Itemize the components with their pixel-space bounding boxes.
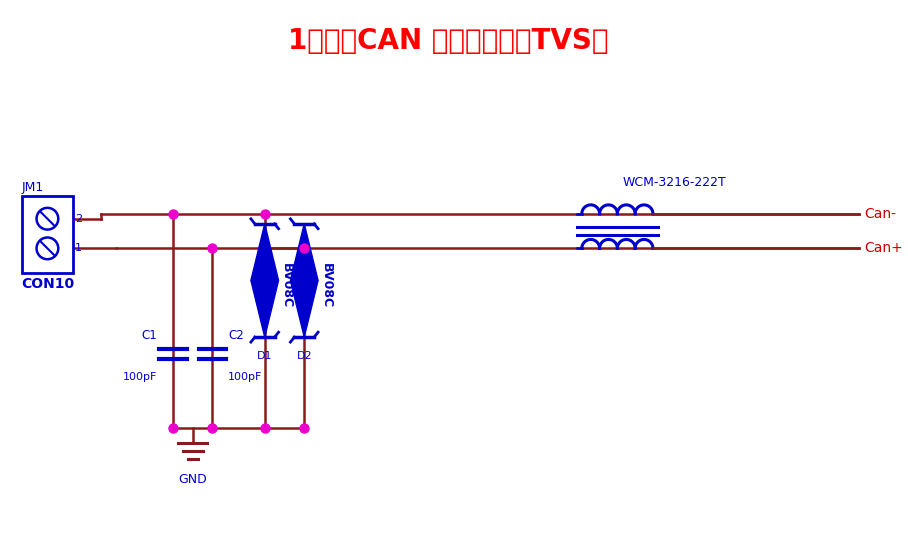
Polygon shape xyxy=(251,280,279,337)
Circle shape xyxy=(36,238,58,259)
Text: 1．根据CAN 的电压来选择TVS管: 1．根据CAN 的电压来选择TVS管 xyxy=(288,27,608,55)
Text: JM1: JM1 xyxy=(22,181,44,194)
Text: D1: D1 xyxy=(257,351,272,361)
Text: BV08C: BV08C xyxy=(280,263,293,308)
Polygon shape xyxy=(291,280,318,337)
Text: Can+: Can+ xyxy=(864,242,903,255)
Text: BV08C: BV08C xyxy=(320,263,332,308)
Text: C2: C2 xyxy=(228,329,244,342)
Text: C1: C1 xyxy=(142,329,157,342)
Text: GND: GND xyxy=(178,474,207,486)
Bar xyxy=(22,196,74,273)
Text: Can-: Can- xyxy=(864,207,896,221)
Text: WCM-3216-222T: WCM-3216-222T xyxy=(622,176,726,189)
Polygon shape xyxy=(291,224,318,280)
Text: 2: 2 xyxy=(75,214,83,224)
Text: 1: 1 xyxy=(75,243,82,253)
Text: CON10: CON10 xyxy=(22,277,74,291)
Text: D2: D2 xyxy=(296,351,312,361)
Circle shape xyxy=(36,208,58,229)
Text: 100pF: 100pF xyxy=(228,372,262,382)
Text: 100pF: 100pF xyxy=(123,372,157,382)
Polygon shape xyxy=(251,224,279,280)
